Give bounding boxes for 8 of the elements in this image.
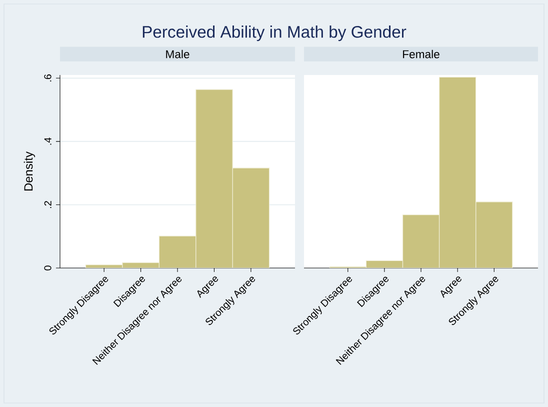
- y-tick-label: 0: [44, 266, 52, 270]
- y-tick-label: .2: [44, 201, 52, 208]
- chart-subtitle: Male: [166, 50, 190, 58]
- chart-subtitle: Female: [403, 50, 440, 58]
- chart-title: Perceived Ability in Math by Gender: [142, 26, 406, 42]
- y-tick-label: .6: [44, 74, 52, 82]
- y-axis-title: Density: [24, 152, 36, 191]
- y-tick-label: .4: [44, 138, 52, 145]
